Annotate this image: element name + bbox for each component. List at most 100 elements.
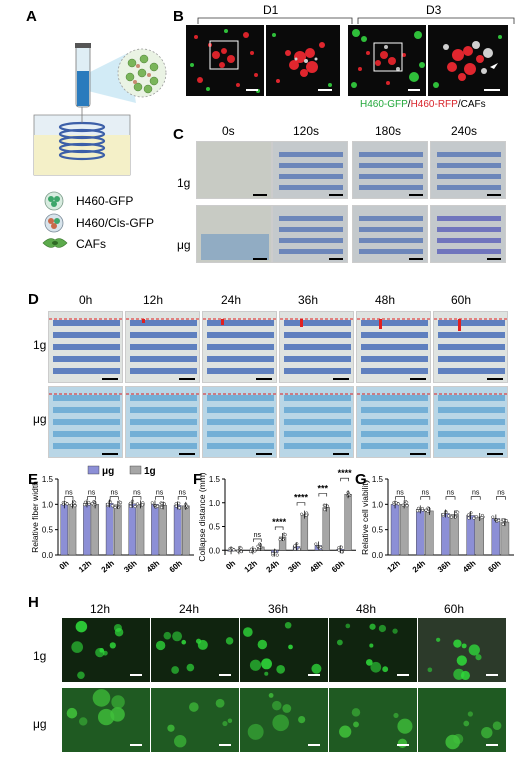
- data-point: [83, 500, 87, 504]
- bar: [500, 521, 510, 556]
- significance-label: ns: [472, 490, 480, 497]
- x-tick-label: 24h: [265, 559, 281, 575]
- significance-bracket: [340, 477, 349, 482]
- d-gel-photo: [356, 311, 431, 383]
- d-gel-photo: [279, 311, 354, 383]
- data-point: [110, 504, 114, 508]
- legend-h460-gfp: H460-GFP: [76, 194, 134, 208]
- d-time-1: 12h: [143, 293, 164, 307]
- b-legend: H460-GFP/H460-RFP/CAFs: [360, 99, 486, 110]
- h460-cis-gfp-icon: [44, 213, 64, 233]
- label-d1: D1: [263, 3, 279, 17]
- d-gel-photo: [279, 386, 354, 458]
- data-point: [116, 505, 120, 510]
- bar: [159, 505, 167, 556]
- significance-bracket: [253, 538, 262, 542]
- x-tick-label: 60h: [486, 559, 502, 575]
- data-point: [467, 516, 471, 520]
- data-point: [501, 522, 505, 526]
- data-point: [449, 515, 454, 519]
- data-point: [73, 504, 77, 508]
- y-tick-label: 1.0: [209, 499, 221, 508]
- bar: [390, 504, 400, 556]
- y-axis-label: Relative cell viability: [360, 478, 370, 555]
- x-tick-label: 36h: [122, 559, 138, 575]
- significance-bracket: [64, 496, 74, 500]
- micrograph-d1-zoom: [266, 25, 340, 96]
- x-tick-label: 48h: [461, 559, 477, 575]
- data-point: [405, 500, 409, 504]
- bar: [300, 514, 309, 551]
- data-point: [466, 513, 470, 517]
- data-point: [174, 504, 178, 508]
- h-fluorescence-image: [240, 618, 328, 682]
- significance-bracket: [496, 496, 506, 500]
- h-fluorescence-image: [151, 688, 239, 752]
- x-tick-label: 60h: [168, 559, 184, 575]
- data-point: [162, 502, 167, 506]
- data-point: [293, 544, 297, 548]
- data-point: [415, 509, 420, 513]
- bar: [68, 504, 77, 556]
- d-gel-photo: [202, 311, 277, 383]
- panel-label-g: G: [355, 471, 367, 488]
- data-point: [133, 505, 137, 509]
- significance-label: ****: [338, 468, 353, 478]
- data-point: [456, 510, 460, 514]
- data-point: [283, 533, 287, 537]
- data-point: [337, 548, 341, 552]
- significance-label: ns: [65, 490, 73, 497]
- d-time-2: 24h: [221, 293, 242, 307]
- c-gel-photo: [196, 205, 272, 263]
- c-row-ug: μg: [177, 238, 191, 252]
- data-point: [90, 502, 94, 506]
- b-legend-gfp: H460-GFP: [360, 99, 408, 110]
- significance-bracket: [155, 496, 164, 500]
- micrograph-d3-zoom: [428, 25, 508, 96]
- d-gel-photo: [433, 386, 508, 458]
- bar: [322, 507, 330, 551]
- bar: [399, 504, 409, 556]
- significance-bracket: [395, 496, 405, 500]
- data-point: [140, 503, 144, 507]
- b-legend-cafs: /CAFs: [457, 99, 486, 110]
- y-tick-label: 0.5: [42, 526, 54, 535]
- significance-bracket: [420, 496, 431, 500]
- data-point: [472, 516, 476, 520]
- data-point: [106, 502, 110, 506]
- c-gel-photo: [352, 141, 428, 199]
- data-point: [323, 508, 327, 512]
- significance-bracket: [132, 496, 142, 500]
- legend-label: μg: [102, 466, 114, 477]
- data-point: [108, 500, 112, 504]
- bar: [475, 516, 484, 556]
- data-point: [314, 542, 318, 546]
- data-point: [65, 502, 69, 506]
- significance-label: ***: [318, 484, 329, 494]
- y-tick-label: 1.5: [209, 475, 221, 484]
- d-gel-photo: [125, 311, 200, 383]
- bar: [344, 494, 352, 551]
- data-point: [474, 515, 478, 519]
- data-point: [253, 547, 257, 551]
- c-row-1g: 1g: [177, 176, 191, 190]
- data-point: [232, 548, 236, 552]
- data-point: [73, 500, 77, 504]
- d-gel-photo: [433, 311, 508, 383]
- bar: [128, 503, 137, 556]
- label-d3: D3: [426, 3, 442, 17]
- data-point: [278, 538, 282, 542]
- data-point: [396, 502, 400, 506]
- data-point: [239, 546, 243, 550]
- h-fluorescence-image: [240, 688, 328, 752]
- data-point: [249, 547, 253, 551]
- h-fluorescence-image: [329, 618, 417, 682]
- data-point: [491, 515, 495, 519]
- d-gel-photo: [48, 386, 123, 458]
- data-point: [155, 504, 159, 508]
- data-point: [129, 504, 133, 508]
- data-point: [87, 500, 91, 504]
- h-time-0: 12h: [90, 602, 111, 616]
- data-point: [497, 518, 501, 523]
- c-time-1: 120s: [293, 124, 320, 138]
